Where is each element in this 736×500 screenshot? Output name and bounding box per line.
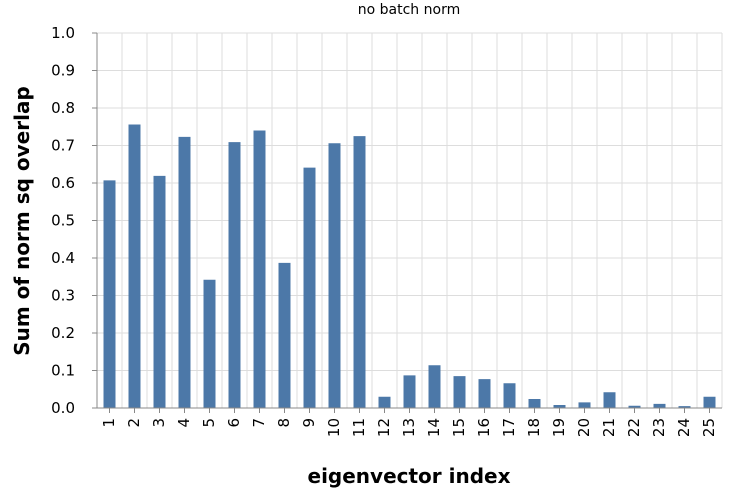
bar bbox=[503, 383, 516, 408]
bar bbox=[703, 396, 716, 408]
bar bbox=[428, 365, 441, 408]
bar bbox=[253, 130, 266, 408]
y-tick-label: 0.2 bbox=[51, 324, 75, 342]
x-tick-label: 5 bbox=[200, 418, 218, 428]
x-tick-label: 14 bbox=[425, 418, 443, 437]
y-tick-label: 0.1 bbox=[51, 362, 75, 380]
x-tick-label: 10 bbox=[325, 418, 343, 437]
bar bbox=[278, 262, 291, 408]
y-axis-title: Sum of norm sq overlap bbox=[10, 86, 34, 356]
x-tick-label: 19 bbox=[550, 418, 568, 437]
x-tick-label: 3 bbox=[150, 418, 168, 428]
x-tick-label: 11 bbox=[350, 418, 368, 437]
bar bbox=[628, 405, 641, 408]
x-tick-label: 24 bbox=[675, 418, 693, 437]
x-tick-label: 12 bbox=[375, 418, 393, 437]
x-tick-label: 4 bbox=[175, 418, 193, 428]
bar bbox=[328, 143, 341, 408]
chart-title: no batch norm bbox=[358, 2, 460, 18]
x-tick-label: 13 bbox=[400, 418, 418, 437]
bar bbox=[553, 405, 566, 408]
x-tick-label: 25 bbox=[700, 418, 718, 437]
x-tick-label: 15 bbox=[450, 418, 468, 437]
bar bbox=[578, 402, 591, 408]
x-tick-label: 21 bbox=[600, 418, 618, 437]
bar bbox=[678, 406, 691, 408]
bar bbox=[378, 396, 391, 408]
x-tick-label: 18 bbox=[525, 418, 543, 437]
bar bbox=[228, 142, 241, 408]
bar bbox=[128, 124, 141, 408]
bar bbox=[103, 180, 116, 408]
gridlines bbox=[96, 32, 723, 409]
y-tick-label: 0.4 bbox=[51, 249, 75, 267]
y-tick-label: 0.9 bbox=[51, 62, 75, 80]
bar bbox=[303, 167, 316, 408]
bar bbox=[478, 379, 491, 408]
y-tick-label: 1.0 bbox=[51, 24, 75, 42]
x-tick-label: 1 bbox=[100, 418, 118, 428]
x-tick-label: 23 bbox=[650, 418, 668, 437]
x-tick-label: 17 bbox=[500, 418, 518, 437]
y-tick-label: 0.3 bbox=[51, 287, 75, 305]
bar bbox=[453, 376, 466, 408]
x-tick-label: 16 bbox=[475, 418, 493, 437]
bar bbox=[653, 403, 666, 408]
x-axis-title: eigenvector index bbox=[308, 464, 511, 488]
y-tick-label: 0.8 bbox=[51, 99, 75, 117]
y-axis-ticks: 0.0 0.1 0.2 0.3 0.4 0.5 0.6 0.7 0.8 0.9 1.0 bbox=[51, 24, 97, 417]
x-tick-label: 9 bbox=[300, 418, 318, 428]
bar bbox=[603, 392, 616, 408]
bar bbox=[528, 399, 541, 408]
y-tick-label: 0.6 bbox=[51, 174, 75, 192]
y-tick-label: 0.5 bbox=[51, 212, 75, 230]
x-tick-label: 22 bbox=[625, 418, 643, 437]
bar bbox=[178, 136, 191, 408]
x-tick-label: 2 bbox=[125, 418, 143, 428]
bar bbox=[153, 175, 166, 408]
x-axis-ticks: 1 2 3 4 5 6 7 8 9 10 11 12 13 14 15 16 17 18 19 20 21 22 23 24 2… bbox=[100, 408, 718, 437]
x-tick-label: 6 bbox=[225, 418, 243, 428]
y-tick-label: 0.7 bbox=[51, 137, 75, 155]
x-tick-label: 7 bbox=[250, 418, 268, 428]
bar bbox=[353, 136, 366, 408]
x-tick-label: 20 bbox=[575, 418, 593, 437]
bar bbox=[403, 375, 416, 408]
x-tick-label: 8 bbox=[275, 418, 293, 428]
bar bbox=[203, 279, 216, 408]
bars bbox=[103, 124, 716, 408]
y-tick-label: 0.0 bbox=[51, 399, 75, 417]
